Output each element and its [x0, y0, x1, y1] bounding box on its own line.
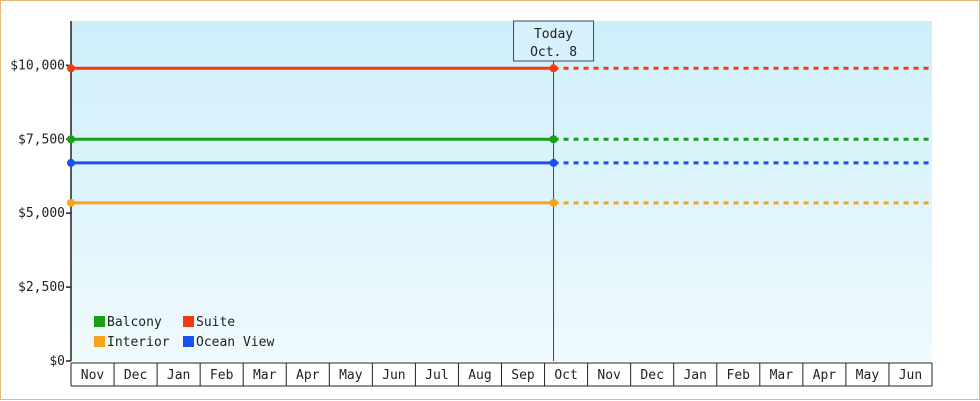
x-tick-label: Feb — [210, 368, 234, 383]
y-tick-label: $7,500 — [18, 132, 65, 147]
series-point-start-ocean-view — [67, 158, 75, 167]
legend-label-interior: Interior — [107, 335, 170, 350]
series-point-start-balcony — [67, 135, 75, 144]
x-tick-label: Jan — [167, 368, 190, 383]
x-tick-label: May — [856, 368, 880, 383]
legend-swatch-balcony — [94, 316, 105, 327]
series-point-start-suite — [67, 64, 75, 73]
series-point-today-interior — [549, 198, 558, 207]
x-tick-label: Nov — [597, 368, 621, 383]
today-date: Oct. 8 — [530, 45, 577, 60]
y-axis: $0 $2,500 $5,000 $7,500 $10,000 — [10, 21, 72, 369]
y-tick-label: $0 — [49, 354, 65, 369]
legend-label-suite: Suite — [196, 315, 235, 330]
x-tick-label: Apr — [296, 368, 320, 383]
x-axis: Nov Dec Jan Feb Mar Apr May Jun Jul Aug Sep Oct Nov D… — [70, 362, 933, 387]
legend-label-ocean-view: Ocean View — [196, 335, 274, 350]
today-marker: Today Oct. 8 — [513, 20, 595, 361]
y-tick-label: $2,500 — [18, 280, 65, 295]
x-tick-label: Aug — [468, 368, 491, 383]
x-tick-label: Nov — [81, 368, 105, 383]
x-tick-label: Mar — [770, 368, 794, 383]
today-label: Today — [534, 27, 573, 42]
legend-swatch-interior — [94, 336, 105, 347]
x-tick-label: Sep — [511, 368, 535, 383]
x-tick-label: Mar — [253, 368, 277, 383]
series-lines — [67, 64, 932, 207]
legend-label-balcony: Balcony — [107, 315, 162, 330]
x-tick-label: Jan — [683, 368, 706, 383]
x-tick-label: Dec — [640, 368, 663, 383]
plot-background — [71, 21, 932, 361]
x-tick-label: Oct — [554, 368, 577, 383]
y-tick-label: $10,000 — [10, 58, 65, 73]
x-tick-label: Jun — [899, 368, 922, 383]
x-tick-label: Jun — [382, 368, 405, 383]
x-tick-label: Apr — [813, 368, 837, 383]
chart-legend: Balcony Suite Interior Ocean View — [94, 315, 274, 350]
series-point-today-suite — [549, 64, 558, 73]
x-tick-label: Feb — [727, 368, 751, 383]
series-point-today-ocean-view — [549, 158, 558, 167]
today-box — [513, 20, 595, 62]
series-point-start-interior — [67, 198, 75, 207]
legend-swatch-ocean-view — [183, 336, 194, 347]
x-tick-label: Dec — [124, 368, 147, 383]
y-tick-label: $5,000 — [18, 206, 65, 221]
series-point-today-balcony — [549, 135, 558, 144]
x-tick-label: May — [339, 368, 363, 383]
legend-swatch-suite — [183, 316, 194, 327]
x-tick-label: Jul — [425, 368, 448, 383]
